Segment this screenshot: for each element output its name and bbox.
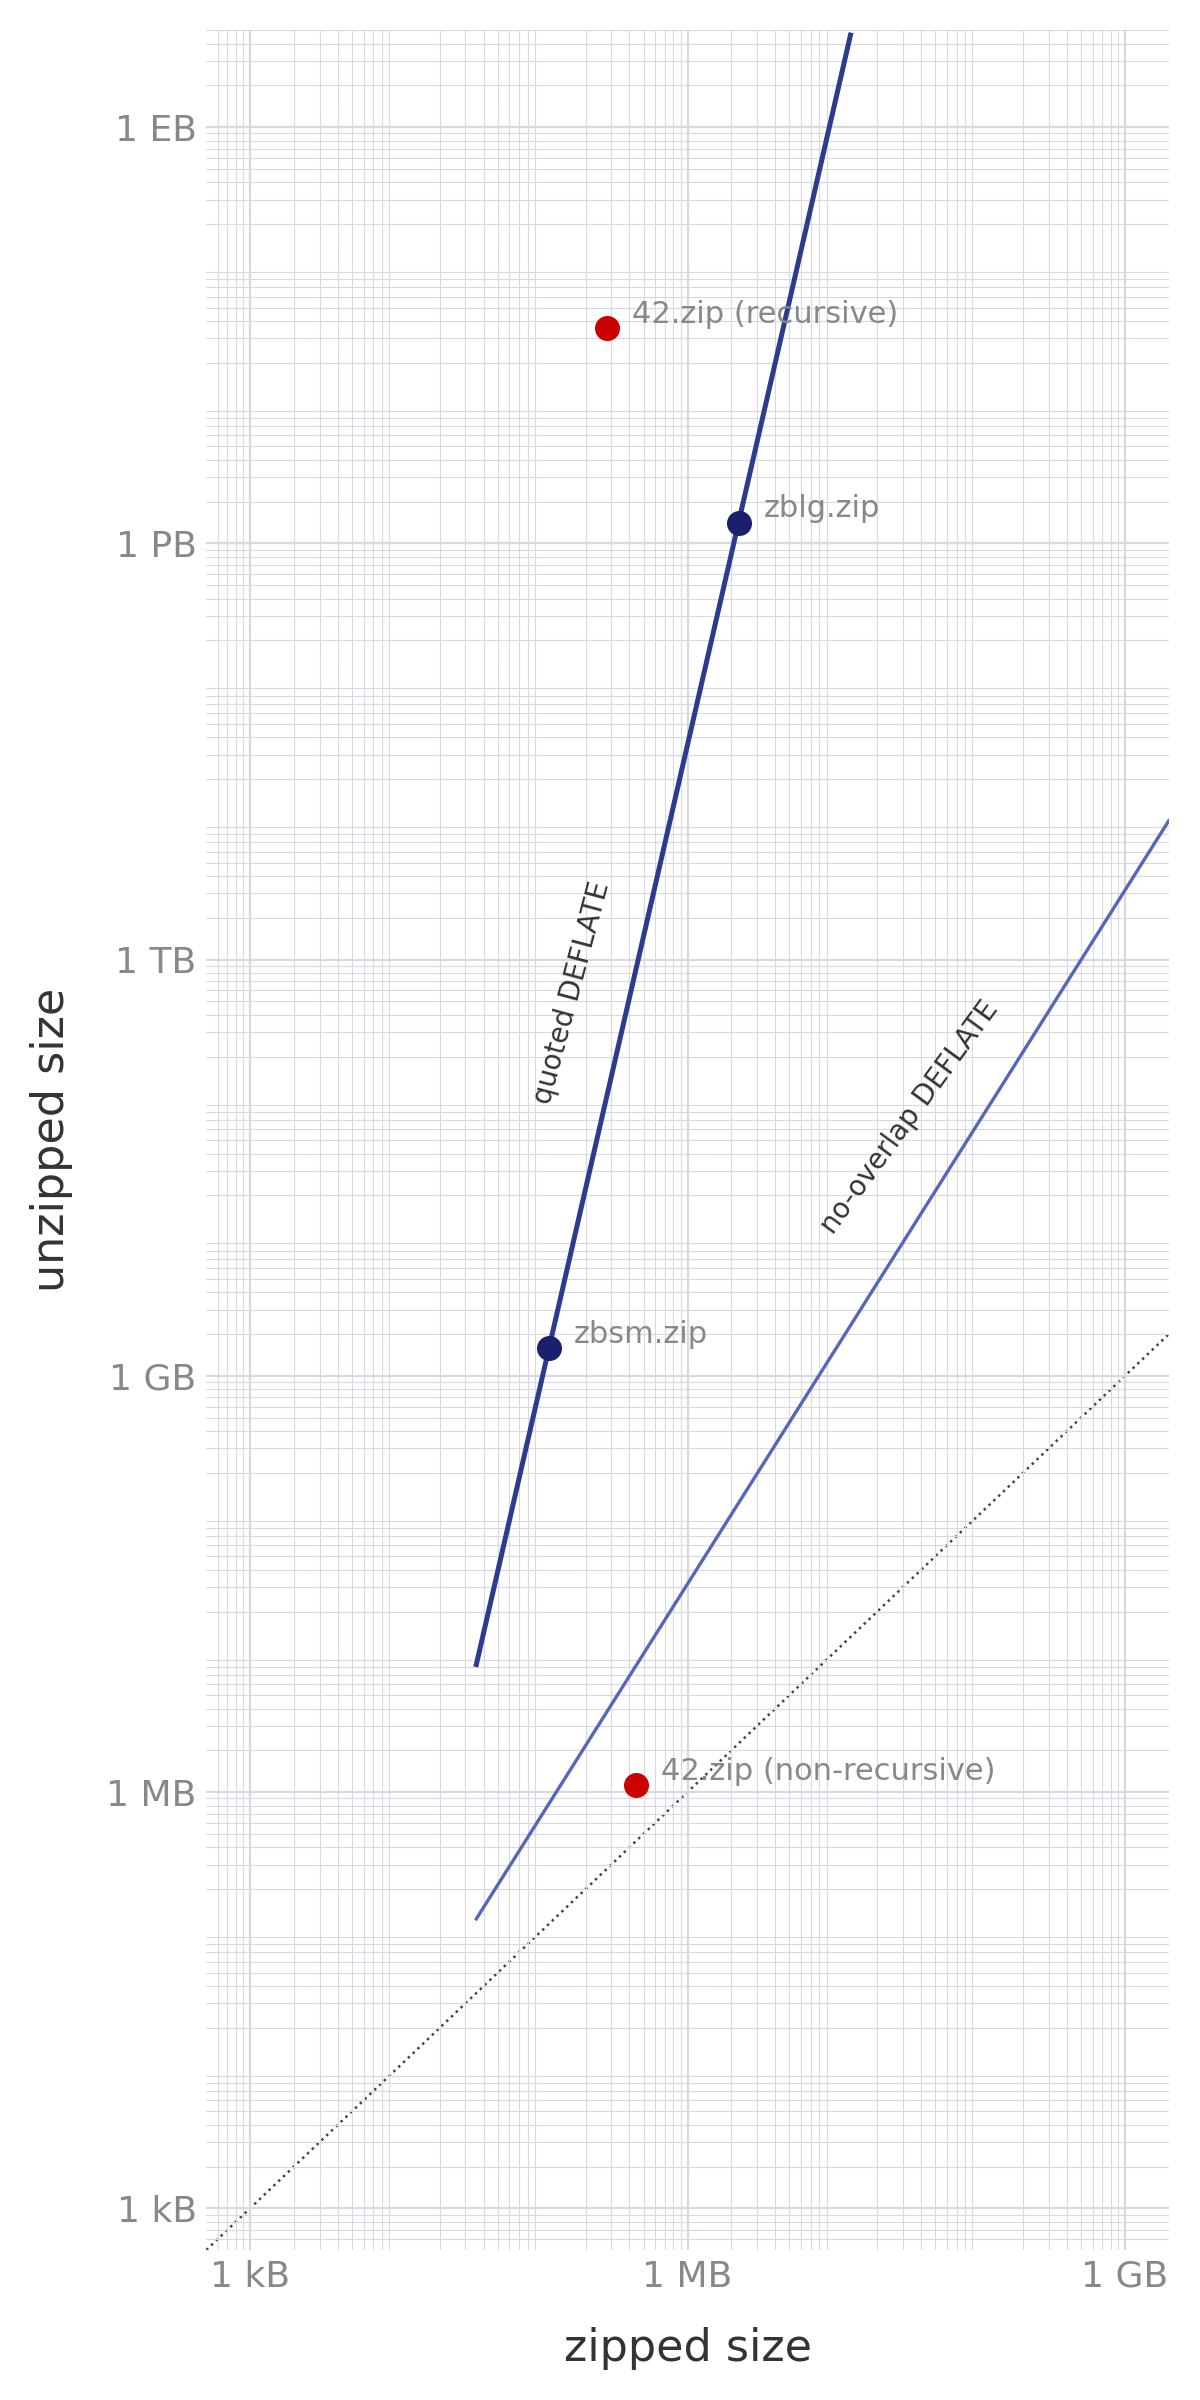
Text: zbsm.zip: zbsm.zip xyxy=(574,1320,708,1349)
Text: quoted DEFLATE: quoted DEFLATE xyxy=(529,878,614,1106)
Text: 42.zip (non-recursive): 42.zip (non-recursive) xyxy=(661,1757,996,1786)
Text: 42.zip (recursive): 42.zip (recursive) xyxy=(632,300,899,329)
Y-axis label: unzipped size: unzipped size xyxy=(30,989,73,1291)
X-axis label: zipped size: zipped size xyxy=(564,2328,811,2369)
Text: no-overlap DEFLATE: no-overlap DEFLATE xyxy=(815,996,1004,1238)
Text: zblg.zip: zblg.zip xyxy=(763,494,880,523)
